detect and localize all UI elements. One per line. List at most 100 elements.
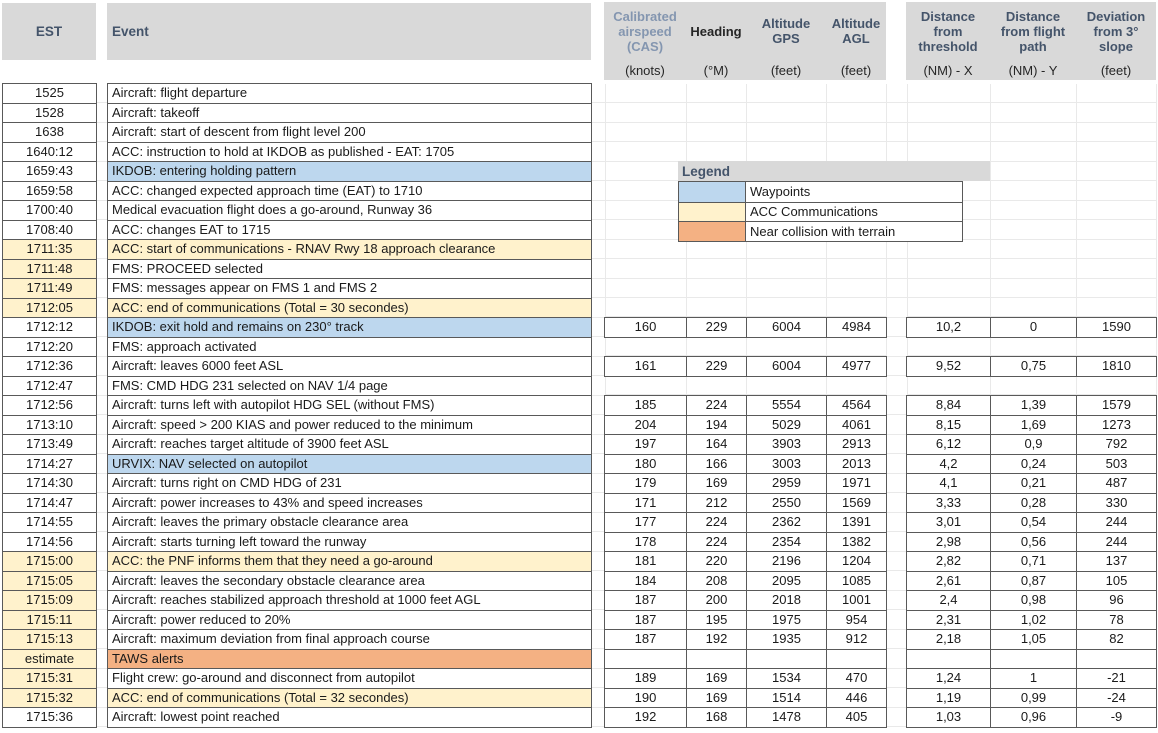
spacer-cell [592,669,605,689]
alt-gps-cell: 2959 [746,473,827,494]
spacer-cell [592,493,605,513]
spacer-cell [592,688,605,708]
event-cell: Aircraft: speed > 200 KIAS and power red… [107,414,592,435]
heading-cell [687,259,747,279]
dist-flightpath-cell: 0,21 [990,473,1077,494]
est-cell: 1715:05 [2,570,97,591]
cas-cell: 192 [604,707,687,728]
spacer-cell [592,337,605,357]
spacer-cell [887,318,907,338]
heading-cell [687,279,747,299]
spacer-cell [592,474,605,494]
dist-threshold-cell: 6,12 [906,434,991,455]
event-cell: IKDOB: exit hold and remains on 230° tra… [107,317,592,338]
alt-agl-cell: 912 [826,629,887,650]
col-header-dist-threshold: Distance from threshold (NM) - X [906,2,990,80]
spacer-cell [97,201,108,221]
spacer-cell [97,279,108,299]
legend-box: Waypoints ACC Communications Near collis… [678,181,963,242]
cas-cell: 204 [604,414,687,435]
dist-flightpath-cell [991,220,1077,240]
event-cell: IKDOB: entering holding pattern [107,161,592,182]
table-row: 1715:11 Aircraft: power reduced to 20% 187… [2,609,1157,630]
spacer-cell [592,415,605,435]
spacer-cell [887,630,907,650]
alt-agl-cell: 4984 [826,317,887,338]
spacer-cell [592,220,605,240]
table-row: 1712:47 FMS: CMD HDG 231 selected on NAV … [2,375,1157,396]
dist-flightpath-cell: 1,02 [990,609,1077,630]
est-cell: 1712:56 [2,395,97,416]
est-cell: 1713:49 [2,434,97,455]
heading-cell [687,103,747,123]
alt-gps-cell: 1478 [746,707,827,728]
table-row: 1659:58 ACC: changed expected approach ti… [2,180,1157,201]
spacer-cell [592,630,605,650]
deviation-cell: 105 [1076,570,1157,591]
spacer-cell [592,591,605,611]
deviation-cell [1077,123,1157,143]
heading-cell: 212 [686,492,747,513]
spacer-cell [97,162,108,182]
table-row: 1638 Aircraft: start of descent from flig… [2,122,1157,143]
dist-threshold-cell [907,142,991,162]
event-cell: ACC: the PNF informs them that they need… [107,551,592,572]
cas-cell: 179 [604,473,687,494]
spacer-cell [887,298,907,318]
spacer-cell [887,279,907,299]
alt-agl-cell: 2013 [826,453,887,474]
deviation-cell: -9 [1076,707,1157,728]
spacer-cell [97,357,108,377]
table-row: 1528 Aircraft: takeoff [2,102,1157,123]
alt-gps-cell [747,103,827,123]
dist-flightpath-cell: 0,96 [990,707,1077,728]
spacer-cell [97,649,108,669]
spacer-cell [887,337,907,357]
alt-agl-cell: 470 [826,668,887,689]
dist-flightpath-cell: 0 [990,317,1077,338]
spacer-cell [887,376,907,396]
legend-item-label: Waypoints [750,184,811,200]
heading-cell: 194 [686,414,747,435]
heading-cell [686,648,747,669]
alt-gps-cell [747,298,827,318]
spacer-cell [887,103,907,123]
spacer-cell [97,123,108,143]
deviation-cell [1077,103,1157,123]
dist-flightpath-cell [991,181,1077,201]
alt-agl-cell: 1382 [826,531,887,552]
event-cell: Aircraft: turns left with autopilot HDG … [107,395,592,416]
alt-agl-cell: 1569 [826,492,887,513]
spacer-cell [887,357,907,377]
spacer-cell [887,474,907,494]
table-row: 1715:13 Aircraft: maximum deviation from … [2,629,1157,650]
event-cell: FMS: messages appear on FMS 1 and FMS 2 [107,278,592,299]
deviation-cell [1077,279,1157,299]
dist-threshold-cell: 2,61 [906,570,991,591]
table-row: 1714:47 Aircraft: power increases to 43% … [2,492,1157,513]
deviation-cell: 1810 [1076,356,1157,377]
est-cell: 1659:43 [2,161,97,182]
event-cell: ACC: end of communications (Total = 32 s… [107,687,592,708]
deviation-cell [1077,162,1157,182]
alt-gps-cell: 6004 [746,317,827,338]
col-header-heading-title: Heading [690,23,742,39]
est-cell: 1714:30 [2,473,97,494]
table-row: estimate TAWS alerts [2,648,1157,669]
cas-cell: 185 [604,395,687,416]
heading-cell [687,142,747,162]
alt-agl-cell [827,84,887,104]
cas-cell: 190 [604,687,687,708]
cas-cell: 180 [604,453,687,474]
est-cell: 1708:40 [2,219,97,240]
cas-cell: 197 [604,434,687,455]
table-row: 1700:40 Medical evacuation flight does a … [2,200,1157,221]
dist-flightpath-cell [990,648,1077,669]
spacer-cell [592,513,605,533]
dist-threshold-cell: 9,52 [906,356,991,377]
cas-cell [605,162,687,182]
legend-item-label: Near collision with terrain [750,223,896,239]
dist-flightpath-cell: 1,05 [990,629,1077,650]
est-cell: 1640:12 [2,141,97,162]
heading-cell: 224 [686,512,747,533]
